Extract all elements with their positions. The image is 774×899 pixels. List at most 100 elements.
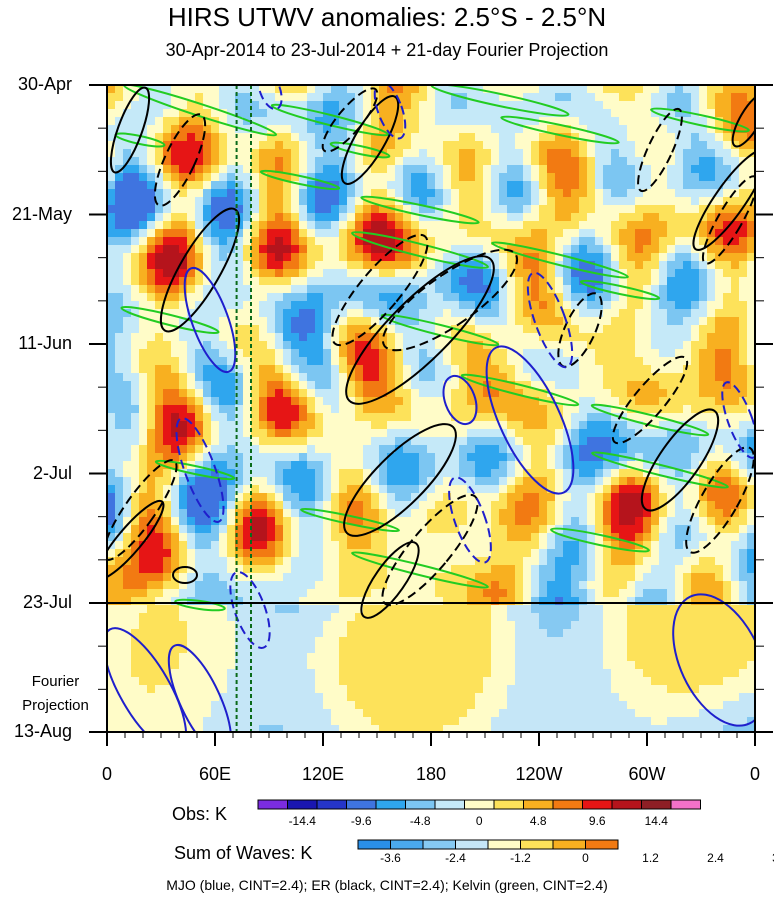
heat-cell bbox=[467, 141, 476, 150]
heat-cell bbox=[691, 413, 700, 422]
heat-cell bbox=[411, 245, 420, 254]
heat-cell bbox=[403, 485, 412, 494]
heat-cell bbox=[267, 205, 276, 214]
heat-cell bbox=[467, 549, 476, 558]
heat-cell bbox=[667, 565, 676, 574]
heat-cell bbox=[107, 277, 116, 286]
heat-cell bbox=[619, 173, 628, 182]
heat-cell bbox=[131, 229, 140, 238]
heat-cell bbox=[739, 261, 748, 270]
heat-cell bbox=[315, 485, 324, 494]
heat-cell bbox=[467, 461, 476, 470]
heat-cell bbox=[683, 557, 692, 566]
heat-cell bbox=[499, 213, 508, 222]
heat-cell bbox=[307, 501, 316, 510]
heat-cell bbox=[163, 453, 172, 462]
heat-cell bbox=[619, 389, 628, 398]
heat-cell bbox=[707, 149, 716, 158]
heat-cell bbox=[523, 157, 532, 166]
heat-cell bbox=[115, 221, 124, 230]
heat-cell bbox=[395, 125, 404, 134]
heat-cell bbox=[475, 333, 484, 342]
heat-cell bbox=[475, 405, 484, 414]
heat-cell bbox=[155, 149, 164, 158]
heat-cell bbox=[659, 173, 668, 182]
heat-cell bbox=[723, 565, 732, 574]
heat-cell bbox=[419, 397, 428, 406]
heat-cell bbox=[259, 253, 268, 262]
heat-cell bbox=[179, 205, 188, 214]
heat-cell bbox=[699, 221, 708, 230]
heat-cell bbox=[707, 541, 716, 550]
heat-cell bbox=[323, 517, 332, 526]
heat-cell bbox=[307, 229, 316, 238]
heat-cell bbox=[699, 173, 708, 182]
heat-cell bbox=[443, 309, 452, 318]
heat-cell bbox=[667, 453, 676, 462]
heat-cell bbox=[587, 165, 596, 174]
heat-cell bbox=[603, 309, 612, 318]
heat-cell bbox=[715, 309, 724, 318]
heat-cell bbox=[563, 373, 572, 382]
heat-cell bbox=[611, 525, 620, 534]
heat-cell bbox=[483, 301, 492, 310]
heat-cell bbox=[611, 429, 620, 438]
heat-cell bbox=[507, 149, 516, 158]
heat-cell bbox=[499, 405, 508, 414]
heat-cell bbox=[203, 365, 212, 374]
heat-cell bbox=[515, 477, 524, 486]
heat-cell bbox=[563, 469, 572, 478]
heat-cell bbox=[515, 325, 524, 334]
heat-cell bbox=[435, 333, 444, 342]
heat-cell bbox=[163, 533, 172, 542]
heat-cell bbox=[387, 469, 396, 478]
heat-cell bbox=[203, 517, 212, 526]
heat-cell bbox=[339, 349, 348, 358]
heat-cell bbox=[227, 517, 236, 526]
heat-cell bbox=[451, 501, 460, 510]
heat-cell bbox=[587, 445, 596, 454]
heat-cell bbox=[315, 189, 324, 198]
heat-cell bbox=[731, 85, 740, 94]
heat-cell bbox=[283, 285, 292, 294]
heat-cell bbox=[707, 437, 716, 446]
heat-cell bbox=[611, 557, 620, 566]
heat-cell bbox=[251, 149, 260, 158]
heat-cell bbox=[467, 173, 476, 182]
heat-cell bbox=[331, 149, 340, 158]
heat-cell bbox=[619, 277, 628, 286]
heat-cell bbox=[347, 301, 356, 310]
heat-cell bbox=[467, 389, 476, 398]
heat-cell bbox=[451, 477, 460, 486]
heat-cell bbox=[227, 469, 236, 478]
heat-cell bbox=[299, 141, 308, 150]
heat-cell bbox=[443, 85, 452, 94]
heat-cell bbox=[707, 229, 716, 238]
heat-cell bbox=[499, 461, 508, 470]
heat-cell bbox=[243, 493, 252, 502]
heat-cell bbox=[243, 301, 252, 310]
heat-cell bbox=[587, 501, 596, 510]
heat-cell bbox=[459, 165, 468, 174]
heat-cell bbox=[411, 237, 420, 246]
heat-cell bbox=[627, 269, 636, 278]
heat-cell bbox=[627, 341, 636, 350]
heat-cell bbox=[315, 517, 324, 526]
heat-cell bbox=[547, 245, 556, 254]
heat-cell bbox=[515, 533, 524, 542]
heat-cell bbox=[723, 269, 732, 278]
heat-cell bbox=[723, 365, 732, 374]
heat-cell bbox=[595, 341, 604, 350]
heat-cell bbox=[123, 381, 132, 390]
heat-cell bbox=[339, 261, 348, 270]
heat-cell bbox=[459, 421, 468, 430]
heat-cell bbox=[691, 189, 700, 198]
heat-cell bbox=[363, 405, 372, 414]
heat-cell bbox=[643, 269, 652, 278]
heat-cell bbox=[531, 525, 540, 534]
heat-cell bbox=[547, 221, 556, 230]
heat-cell bbox=[139, 325, 148, 334]
heat-cell bbox=[123, 309, 132, 318]
heat-cell bbox=[331, 365, 340, 374]
heat-cell bbox=[467, 517, 476, 526]
